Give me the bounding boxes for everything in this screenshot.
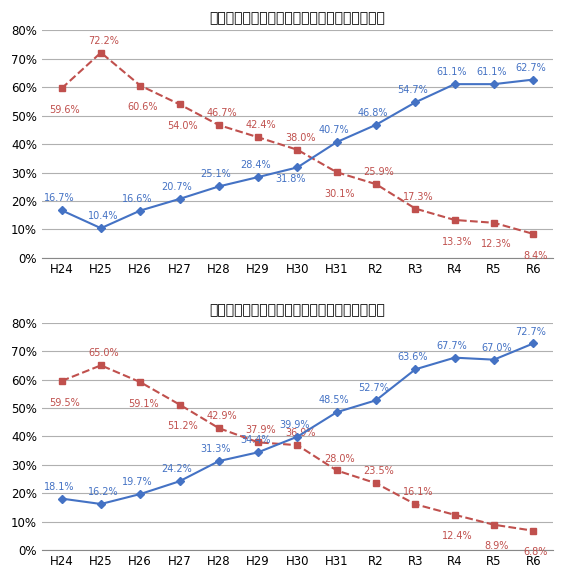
Text: 30.1%: 30.1% — [324, 189, 355, 199]
Title: 県全体の復旧・復興の実感（沿岸部の回答者）: 県全体の復旧・復興の実感（沿岸部の回答者） — [209, 303, 385, 317]
Text: 12.4%: 12.4% — [442, 532, 473, 541]
Text: 18.1%: 18.1% — [43, 482, 74, 492]
Text: 59.6%: 59.6% — [49, 105, 80, 115]
Text: 46.7%: 46.7% — [206, 108, 237, 118]
Text: 19.7%: 19.7% — [122, 477, 153, 487]
Text: 60.6%: 60.6% — [128, 102, 158, 112]
Text: 59.1%: 59.1% — [127, 399, 158, 409]
Text: 31.8%: 31.8% — [275, 174, 306, 184]
Text: 13.3%: 13.3% — [442, 237, 473, 247]
Text: 67.7%: 67.7% — [437, 340, 467, 351]
Text: 23.5%: 23.5% — [363, 466, 394, 477]
Text: 6.8%: 6.8% — [524, 547, 548, 558]
Text: 38.0%: 38.0% — [285, 133, 315, 143]
Text: 28.4%: 28.4% — [240, 160, 271, 170]
Text: 48.5%: 48.5% — [319, 395, 349, 405]
Text: 34.4%: 34.4% — [240, 435, 271, 445]
Text: 12.3%: 12.3% — [482, 240, 512, 250]
Text: 72.2%: 72.2% — [88, 36, 119, 46]
Text: 54.7%: 54.7% — [397, 85, 428, 96]
Text: 67.0%: 67.0% — [482, 343, 512, 353]
Title: 県全体の復旧・復興の実感（県全体の回答者）: 県全体の復旧・復興の実感（県全体の回答者） — [209, 11, 385, 25]
Text: 62.7%: 62.7% — [515, 63, 546, 72]
Text: 16.2%: 16.2% — [89, 487, 119, 497]
Text: 54.0%: 54.0% — [167, 121, 197, 131]
Text: 72.7%: 72.7% — [515, 327, 546, 336]
Text: 46.8%: 46.8% — [358, 108, 389, 118]
Text: 16.1%: 16.1% — [403, 488, 433, 497]
Text: 37.9%: 37.9% — [245, 426, 276, 435]
Text: 42.4%: 42.4% — [245, 120, 276, 130]
Text: 25.9%: 25.9% — [363, 167, 394, 177]
Text: 40.7%: 40.7% — [319, 125, 349, 135]
Text: 25.1%: 25.1% — [201, 170, 231, 179]
Text: 17.3%: 17.3% — [403, 192, 433, 201]
Text: 65.0%: 65.0% — [89, 349, 119, 358]
Text: 39.9%: 39.9% — [279, 420, 310, 430]
Text: 31.3%: 31.3% — [201, 444, 231, 454]
Text: 51.2%: 51.2% — [167, 421, 197, 431]
Text: 36.9%: 36.9% — [285, 428, 315, 438]
Text: 59.5%: 59.5% — [49, 398, 80, 408]
Text: 16.6%: 16.6% — [122, 193, 153, 204]
Text: 8.4%: 8.4% — [524, 251, 548, 261]
Text: 16.7%: 16.7% — [43, 193, 74, 203]
Text: 8.9%: 8.9% — [484, 541, 509, 551]
Text: 28.0%: 28.0% — [324, 453, 355, 464]
Text: 24.2%: 24.2% — [161, 464, 192, 474]
Text: 42.9%: 42.9% — [206, 411, 237, 421]
Text: 10.4%: 10.4% — [89, 211, 119, 221]
Text: 61.1%: 61.1% — [437, 67, 467, 77]
Text: 52.7%: 52.7% — [358, 383, 389, 393]
Text: 20.7%: 20.7% — [161, 182, 192, 192]
Text: 63.6%: 63.6% — [397, 353, 428, 362]
Text: 61.1%: 61.1% — [476, 67, 506, 77]
